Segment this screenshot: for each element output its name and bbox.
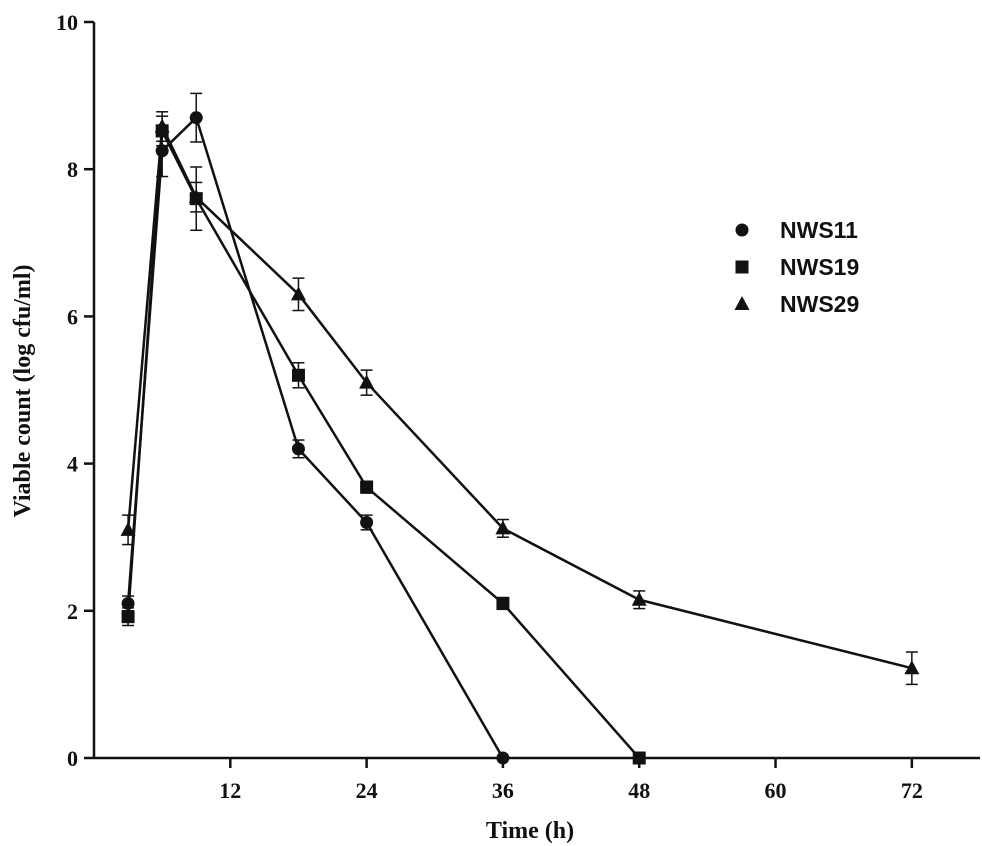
nws11-point — [291, 442, 305, 456]
nws29-point — [290, 286, 306, 301]
legend-marker-nws29 — [734, 296, 750, 310]
nws29-point — [188, 189, 204, 204]
series-nws11 — [121, 92, 510, 765]
y-axis-title: Viable count (log cfu/ml) — [10, 264, 36, 517]
nws29-point — [154, 118, 170, 133]
nws19-point — [632, 751, 646, 765]
nws29-point — [120, 521, 136, 536]
x-axis-title: Time (h) — [486, 818, 574, 844]
y-tick-label: 0 — [67, 746, 78, 771]
nws19-point — [360, 480, 374, 494]
nws29-point — [631, 591, 647, 606]
nws29-line — [126, 125, 913, 670]
nws19-line — [126, 129, 641, 759]
y-tick-label: 2 — [67, 599, 78, 624]
y-tick-label: 8 — [67, 157, 78, 182]
nws11-line — [126, 116, 505, 759]
x-tick-label: 12 — [219, 778, 241, 803]
nws29-point — [359, 374, 375, 389]
series-nws29 — [120, 111, 920, 686]
legend-label-nws19: NWS19 — [780, 254, 859, 280]
nws19-point — [291, 368, 305, 382]
series-nws19 — [121, 115, 646, 765]
legend-entry-nws19: NWS19 — [735, 254, 859, 280]
nws11-point — [496, 751, 510, 765]
y-tick-label: 6 — [67, 304, 78, 329]
legend-marker-nws11 — [735, 223, 749, 237]
plot-area — [120, 92, 920, 765]
nws29-point — [904, 660, 920, 675]
y-tick-label: 10 — [56, 10, 78, 35]
legend: NWS11 NWS19 NWS29 — [734, 217, 859, 317]
legend-entry-nws29: NWS29 — [734, 291, 859, 317]
legend-entry-nws11: NWS11 — [735, 217, 858, 243]
nws19-point — [496, 596, 510, 610]
legend-label-nws29: NWS29 — [780, 291, 859, 317]
x-tick-label: 60 — [765, 778, 787, 803]
y-tick-label: 4 — [67, 452, 78, 477]
x-tick-label: 72 — [901, 778, 923, 803]
legend-marker-nws19 — [735, 260, 749, 274]
nws11-point — [189, 111, 203, 125]
legend-label-nws11: NWS11 — [780, 217, 858, 243]
nws11-point — [360, 515, 374, 529]
nws19-point — [121, 610, 135, 624]
nws29-point — [495, 520, 511, 535]
x-tick-label: 48 — [628, 778, 650, 803]
x-tick-label: 24 — [356, 778, 378, 803]
x-tick-label: 36 — [492, 778, 514, 803]
